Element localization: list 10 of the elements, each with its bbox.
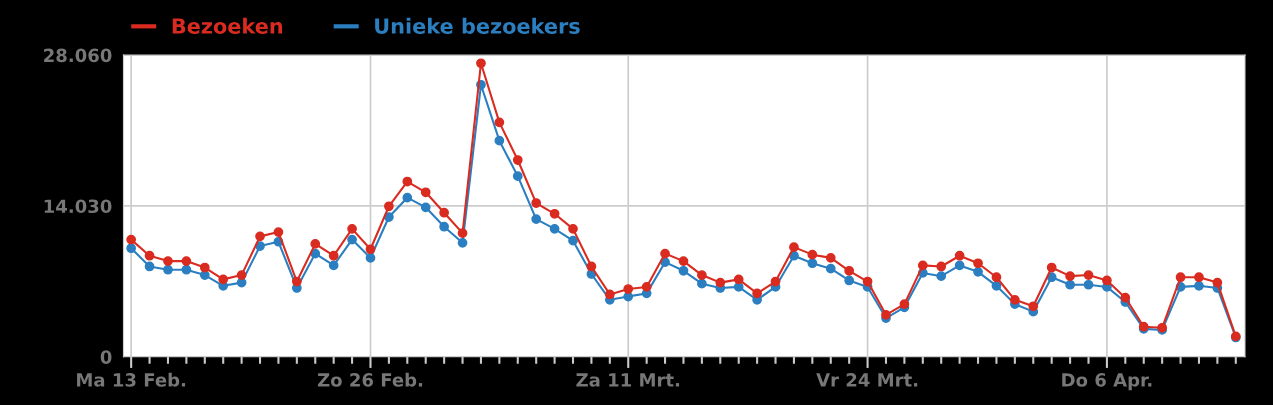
y-tick-label: 28.060 <box>44 48 112 63</box>
y-tick-label: 0 <box>100 350 112 364</box>
y-tick-label: 14.030 <box>44 199 112 214</box>
x-tick-label: Za 11 Mrt. <box>576 373 680 387</box>
x-tick-label: Do 6 Apr. <box>1062 373 1152 391</box>
x-tick-label: Ma 13 Feb. <box>77 372 186 387</box>
x-tick-label: Zo 26 Feb. <box>317 372 423 387</box>
x-tick-label: Vr 24 Mrt. <box>816 373 918 387</box>
legend-label: Unieke bezoekers <box>375 17 580 34</box>
legend-label: Bezoeken <box>172 17 283 34</box>
